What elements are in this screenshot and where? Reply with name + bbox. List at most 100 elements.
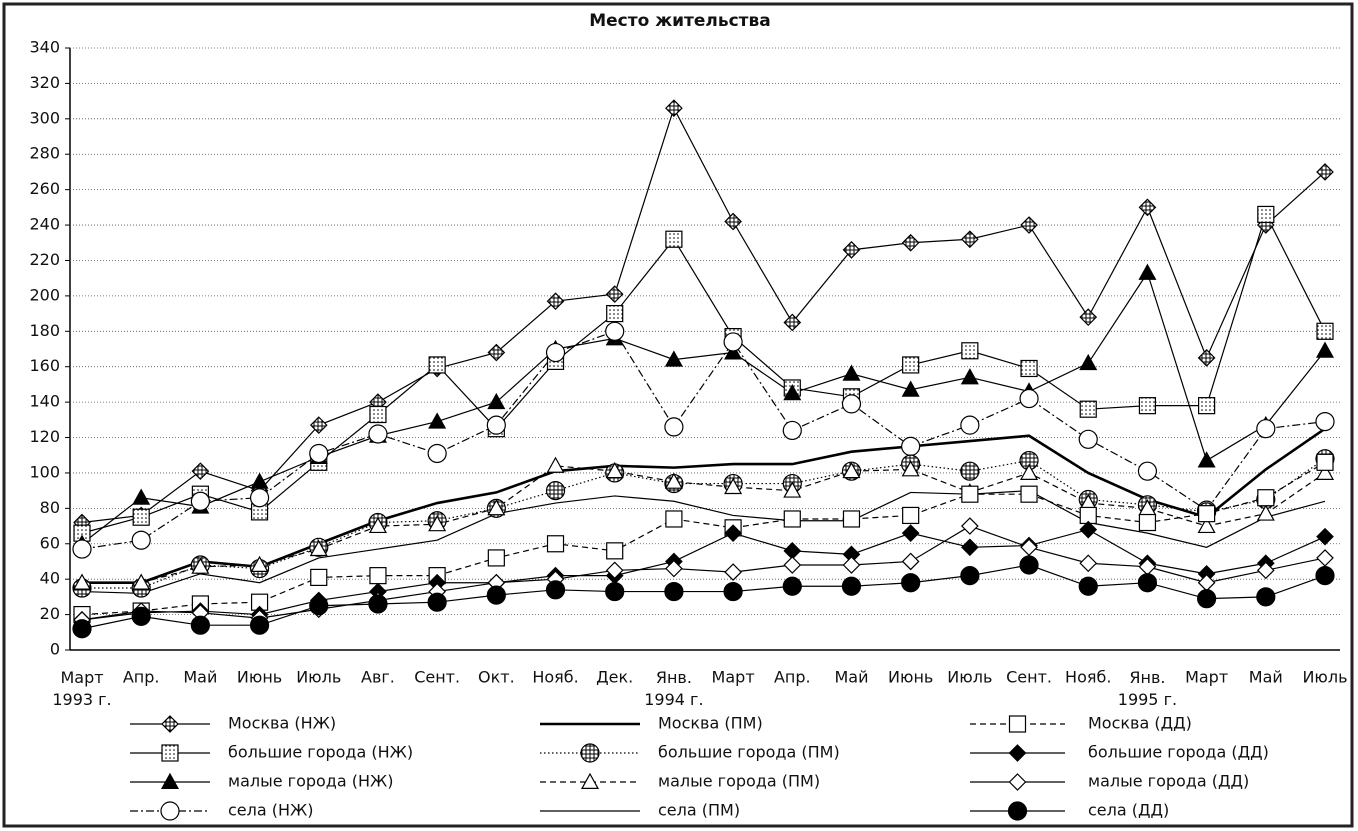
- legend-item: Москва (ДД): [970, 714, 1192, 733]
- legend-label: большие города (ДД): [1088, 743, 1269, 762]
- marker: [72, 619, 92, 639]
- legend-label: села (ДД): [1088, 801, 1169, 820]
- marker: [902, 356, 920, 374]
- y-tick-label: 120: [29, 427, 60, 446]
- marker: [1007, 801, 1028, 821]
- marker: [132, 488, 151, 505]
- marker: [545, 481, 566, 501]
- series-line: [82, 465, 1326, 584]
- marker: [1316, 527, 1334, 546]
- marker: [665, 510, 683, 528]
- marker: [842, 240, 861, 259]
- marker: [605, 461, 624, 479]
- series-line: [82, 427, 1326, 585]
- marker: [1256, 504, 1275, 521]
- legend-label: села (ПМ): [658, 801, 740, 820]
- y-tick-label: 100: [29, 462, 60, 481]
- y-tick-label: 20: [40, 604, 60, 623]
- marker: [842, 461, 861, 479]
- marker: [487, 499, 506, 516]
- marker: [1137, 461, 1158, 481]
- marker: [842, 364, 861, 381]
- marker: [961, 342, 979, 360]
- marker: [902, 506, 920, 525]
- marker: [841, 576, 862, 596]
- marker: [132, 573, 151, 590]
- x-tick-label: Июль: [1302, 668, 1347, 687]
- marker: [665, 99, 683, 118]
- marker: [961, 517, 979, 535]
- marker: [1020, 485, 1038, 503]
- marker: [605, 285, 624, 303]
- marker: [1315, 341, 1335, 358]
- marker: [1316, 549, 1334, 567]
- series-line: [81, 528, 1326, 621]
- legend-label: малые города (ДД): [1088, 772, 1249, 791]
- marker: [309, 416, 328, 434]
- marker: [842, 510, 861, 528]
- marker: [1138, 397, 1157, 415]
- x-tick-label: Март 1993 г.: [52, 668, 111, 709]
- marker: [961, 538, 979, 557]
- marker: [72, 573, 92, 590]
- marker: [960, 566, 980, 586]
- marker: [901, 460, 920, 477]
- marker: [546, 456, 565, 473]
- marker: [1256, 561, 1275, 580]
- legend-label: Москва (ПМ): [658, 714, 763, 733]
- marker: [545, 342, 566, 363]
- x-tick-label: Нояб.: [532, 668, 578, 687]
- legend-item: села (НЖ): [130, 801, 314, 821]
- marker: [190, 491, 210, 511]
- marker: [723, 581, 743, 602]
- marker: [1138, 263, 1157, 280]
- marker: [960, 368, 979, 385]
- legend-item: села (ПМ): [540, 801, 740, 820]
- x-tick-label: Март: [1185, 668, 1228, 687]
- legend-item: села (ДД): [970, 801, 1169, 821]
- x-tick-label: Окт.: [478, 668, 515, 687]
- series-line: [82, 458, 1326, 589]
- marker: [901, 524, 920, 542]
- marker: [1020, 216, 1038, 234]
- marker: [1256, 587, 1276, 607]
- marker: [428, 412, 447, 429]
- marker: [783, 481, 802, 498]
- y-tick-label: 140: [29, 392, 60, 411]
- marker: [1020, 359, 1038, 378]
- marker: [160, 801, 180, 821]
- marker: [428, 515, 447, 532]
- marker: [901, 552, 920, 571]
- marker: [161, 744, 179, 762]
- marker: [309, 539, 328, 557]
- y-tick-label: 0: [50, 640, 60, 659]
- marker: [309, 443, 329, 464]
- marker: [783, 510, 801, 528]
- marker: [724, 212, 742, 231]
- x-tick-label: Сент.: [414, 668, 460, 687]
- legend-item: Москва (НЖ): [130, 714, 336, 733]
- series-line: [81, 564, 1326, 630]
- marker: [1137, 573, 1158, 593]
- marker: [1257, 489, 1275, 507]
- legend-item: большие города (ДД): [970, 743, 1269, 762]
- marker: [723, 332, 743, 352]
- marker: [1019, 555, 1039, 575]
- series-line: [81, 271, 1326, 545]
- marker: [369, 567, 387, 585]
- legend-item: малые города (ПМ): [540, 772, 820, 791]
- x-tick-label: Дек.: [596, 668, 633, 687]
- marker: [1315, 463, 1335, 480]
- marker: [160, 772, 180, 789]
- marker: [1198, 397, 1216, 415]
- marker: [665, 230, 683, 248]
- marker: [1079, 400, 1097, 418]
- legend-item: большие города (НЖ): [130, 743, 413, 762]
- marker: [131, 606, 151, 626]
- marker: [546, 292, 565, 311]
- marker: [901, 380, 920, 397]
- legend-label: малые города (НЖ): [228, 772, 394, 791]
- marker: [960, 415, 980, 435]
